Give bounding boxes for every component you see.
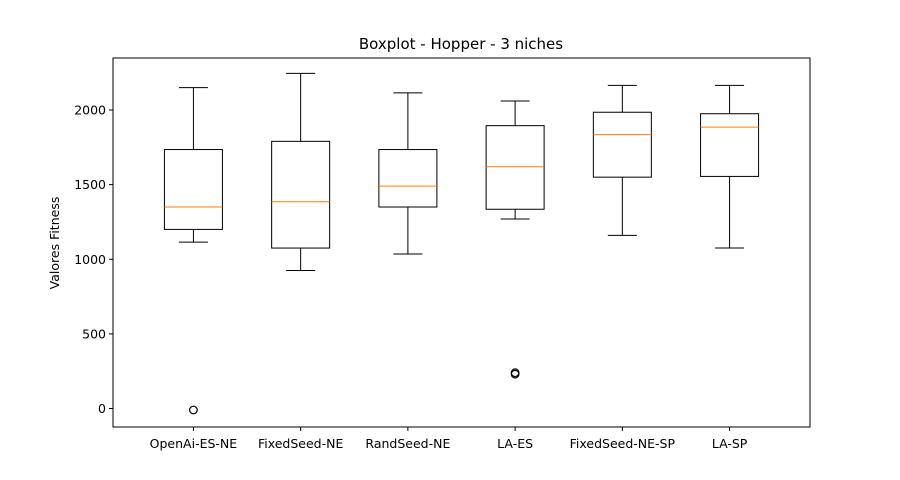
y-tick-label: 1000 xyxy=(74,252,106,267)
x-tick-label: LA-ES xyxy=(497,436,533,451)
x-tick-label: LA-SP xyxy=(712,436,748,451)
flier-point xyxy=(189,405,198,415)
plot-area: 0 500 1000 1500 2000 OpenAi-ES-NE FixedSeed-NE… xyxy=(74,72,760,451)
box-iqr xyxy=(592,111,652,178)
y-axis-label: Valores Fitness xyxy=(47,197,62,290)
x-tick-label: OpenAi-ES-NE xyxy=(150,436,238,451)
x-tick-label: RandSeed-NE xyxy=(365,436,450,451)
plot-frame xyxy=(112,57,811,428)
box-iqr xyxy=(485,125,545,210)
chart-title: Boxplot - Hopper - 3 niches xyxy=(359,35,563,53)
y-tick-label: 0 xyxy=(98,401,106,416)
box-iqr xyxy=(163,149,223,230)
box-iqr xyxy=(271,140,331,249)
x-tick-label: FixedSeed-NE xyxy=(258,436,344,451)
box-iqr xyxy=(700,113,760,177)
box-iqr xyxy=(378,149,438,208)
y-tick-label: 2000 xyxy=(74,103,106,118)
flier-point xyxy=(510,368,520,378)
y-tick-label: 500 xyxy=(82,326,106,341)
y-tick-label: 1500 xyxy=(74,177,106,192)
x-tick-label: FixedSeed-NE-SP xyxy=(570,436,676,451)
